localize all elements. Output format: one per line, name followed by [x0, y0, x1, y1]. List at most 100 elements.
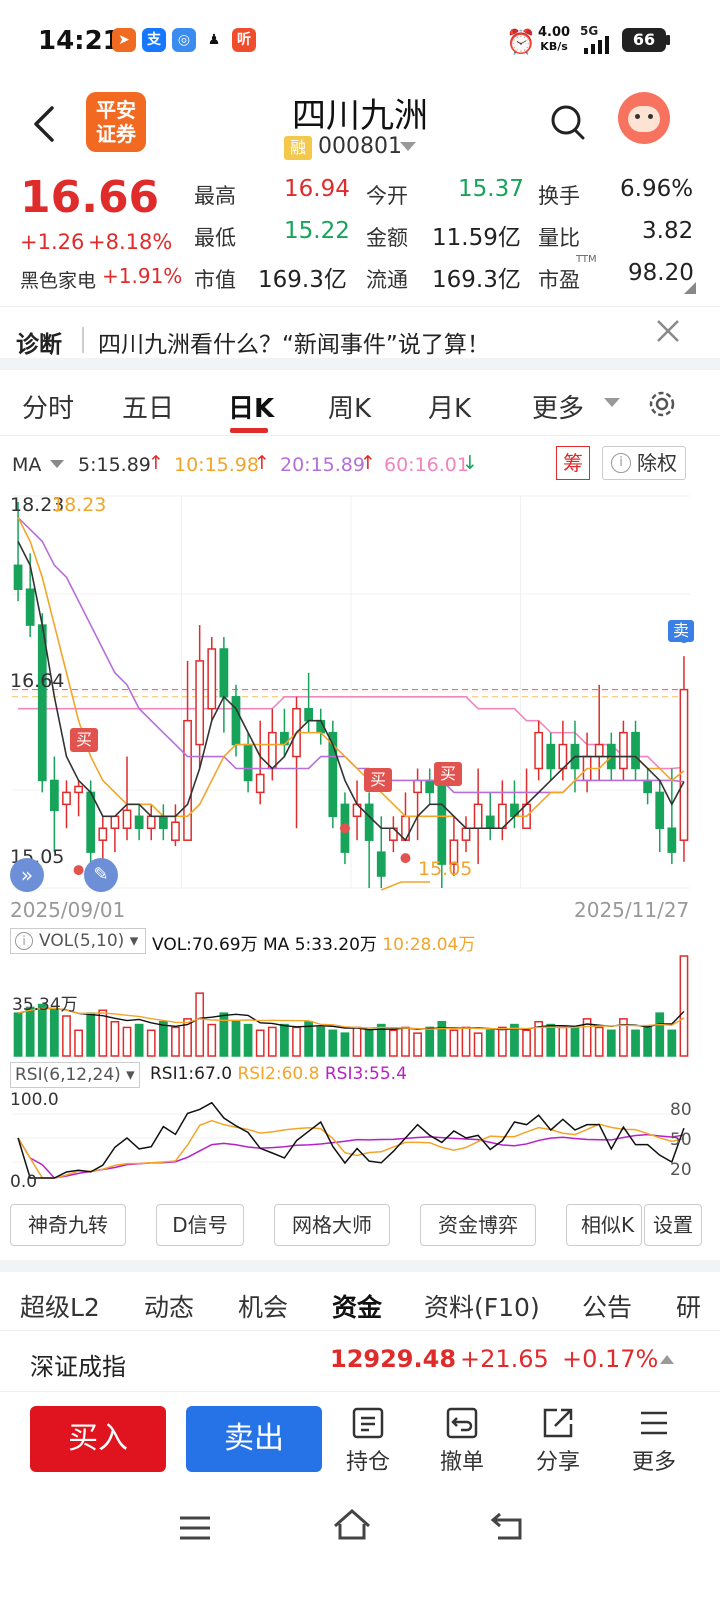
volume-bar [158, 1020, 168, 1057]
expand-corner-icon[interactable] [684, 282, 696, 294]
drawing-tool-icon[interactable]: ✎ [84, 858, 118, 892]
volume-indicator-select[interactable]: i VOL(5,10) ▾ [10, 928, 146, 954]
volume-bar [219, 1012, 229, 1057]
volume-bar [606, 1029, 616, 1057]
gear-icon[interactable] [646, 388, 678, 420]
candle-body [449, 839, 459, 865]
index-name: 深证成指 [30, 1353, 126, 1381]
section-gap [0, 358, 720, 370]
kline-chart-area[interactable] [0, 488, 720, 1248]
share-button[interactable]: 分享 [526, 1406, 590, 1476]
assistant-avatar[interactable] [618, 92, 670, 144]
cancel-order-button[interactable]: 撤单 [430, 1406, 494, 1476]
volume-bar [37, 1003, 47, 1057]
stat-value: 11.59亿 [432, 225, 521, 251]
chevron-down-icon [604, 398, 620, 407]
tab-f10[interactable]: 资料(F10) [424, 1293, 540, 1322]
candle-body [255, 773, 265, 794]
volume-bar [558, 1026, 568, 1057]
ttm-label: TTM [576, 254, 597, 265]
candle-body [267, 731, 277, 770]
broker-logo: 平安 证券 [86, 92, 146, 152]
candle-body [594, 743, 604, 758]
tool-settings[interactable]: 设置 [644, 1204, 702, 1246]
search-icon[interactable] [550, 104, 586, 140]
tab-research[interactable]: 研 [676, 1293, 702, 1322]
divider [82, 327, 84, 353]
y-axis-mid: 16.64 [10, 670, 65, 692]
system-nav-bar [0, 1494, 720, 1608]
volume-bar [401, 1026, 410, 1057]
close-icon[interactable] [656, 319, 680, 343]
positions-button[interactable]: 持仓 [336, 1406, 400, 1476]
tool-similar-k[interactable]: 相似K [566, 1204, 642, 1246]
sector-name[interactable]: 黑色家电 [20, 270, 97, 292]
buy-marker[interactable]: 买 [434, 762, 462, 786]
tab-intraday[interactable]: 分时 [22, 394, 75, 424]
candle-body [13, 564, 23, 590]
candle-body [231, 696, 241, 746]
tab-super-l2[interactable]: 超级L2 [20, 1293, 100, 1322]
volume-bar [280, 1023, 289, 1057]
tool-fund-game[interactable]: 资金博弈 [420, 1204, 536, 1246]
chevron-down-icon[interactable] [400, 142, 416, 152]
tool-magic-nine[interactable]: 神奇九转 [10, 1204, 126, 1246]
buy-marker[interactable]: 买 [364, 768, 392, 792]
sell-button[interactable]: 卖出 [186, 1406, 322, 1472]
volume-bar [267, 1026, 277, 1057]
min-label-connector [380, 881, 430, 891]
more-button[interactable]: 更多 [622, 1406, 686, 1476]
status-bar: 14:21 ➤ 支 ◎ ♟ 听 ⏰ 4.00 KB/s 5G 66 [0, 0, 720, 84]
cancel-order-icon [446, 1407, 478, 1439]
index-ticker[interactable]: 深证成指 12929.48 +21.65 +0.17% [0, 1330, 720, 1392]
buy-button[interactable]: 买入 [30, 1406, 166, 1472]
stat-label: 今开 [366, 184, 408, 208]
tab-weekly-k[interactable]: 周K [328, 394, 372, 424]
candle-body [485, 815, 495, 829]
back-icon[interactable] [490, 1510, 526, 1542]
down-arrow-icon: ↓ [462, 452, 478, 474]
tab-announcements[interactable]: 公告 [582, 1293, 633, 1322]
tab-news[interactable]: 动态 [144, 1293, 195, 1322]
volume-bar [183, 1018, 192, 1057]
candle-body [195, 660, 205, 746]
candle-body [667, 827, 677, 853]
period-tabs: 分时 五日 日K 周K 月K 更多 [0, 372, 720, 436]
candle-body [158, 815, 168, 829]
ma-label[interactable]: MA [12, 454, 42, 476]
volume-values: VOL:70.69万 MA 5:33.20万 10:28.04万 [152, 935, 476, 955]
tab-more[interactable]: 更多 [532, 394, 585, 424]
volume-bar [643, 1026, 653, 1057]
tab-opportunity[interactable]: 机会 [238, 1293, 289, 1322]
candle-body [243, 743, 253, 782]
volume-bar [340, 1032, 350, 1057]
tab-five-day[interactable]: 五日 [122, 394, 175, 424]
ex-rights-button[interactable]: i 除权 [602, 446, 686, 480]
chip-button[interactable]: 筹 [556, 446, 590, 480]
volume-bar [292, 1026, 301, 1057]
stat-label: 换手 [538, 184, 580, 208]
candle-body [679, 688, 689, 841]
home-icon[interactable] [332, 1508, 372, 1542]
sell-marker[interactable]: 卖 [668, 620, 694, 642]
volume-bar [304, 1020, 314, 1057]
max-price-label: 18.23 [52, 494, 107, 516]
browser-app-icon: ◎ [172, 28, 196, 52]
back-arrow-icon[interactable] [30, 104, 56, 144]
tab-funds[interactable]: 资金 [332, 1293, 383, 1322]
tab-daily-k[interactable]: 日K [228, 394, 275, 424]
buy-marker[interactable]: 买 [70, 728, 98, 752]
rsi-indicator-select[interactable]: RSI(6,12,24) ▾ [10, 1062, 140, 1088]
tool-grid-master[interactable]: 网格大师 [274, 1204, 390, 1246]
volume-bar [497, 1026, 507, 1057]
collapse-left-icon[interactable]: » [10, 858, 44, 892]
volume-bar [195, 992, 205, 1057]
chevron-down-icon[interactable] [50, 460, 64, 470]
tab-monthly-k[interactable]: 月K [428, 394, 472, 424]
stat-value: 3.82 [642, 218, 694, 244]
y-axis-high: 18.23 [10, 494, 65, 516]
buy-dot [73, 865, 84, 876]
recent-apps-icon[interactable] [178, 1514, 212, 1542]
diagnosis-banner[interactable]: 诊断 四川九洲看什么？“新闻事件”说了算！ [0, 306, 720, 366]
tool-d-signal[interactable]: D信号 [156, 1204, 244, 1246]
